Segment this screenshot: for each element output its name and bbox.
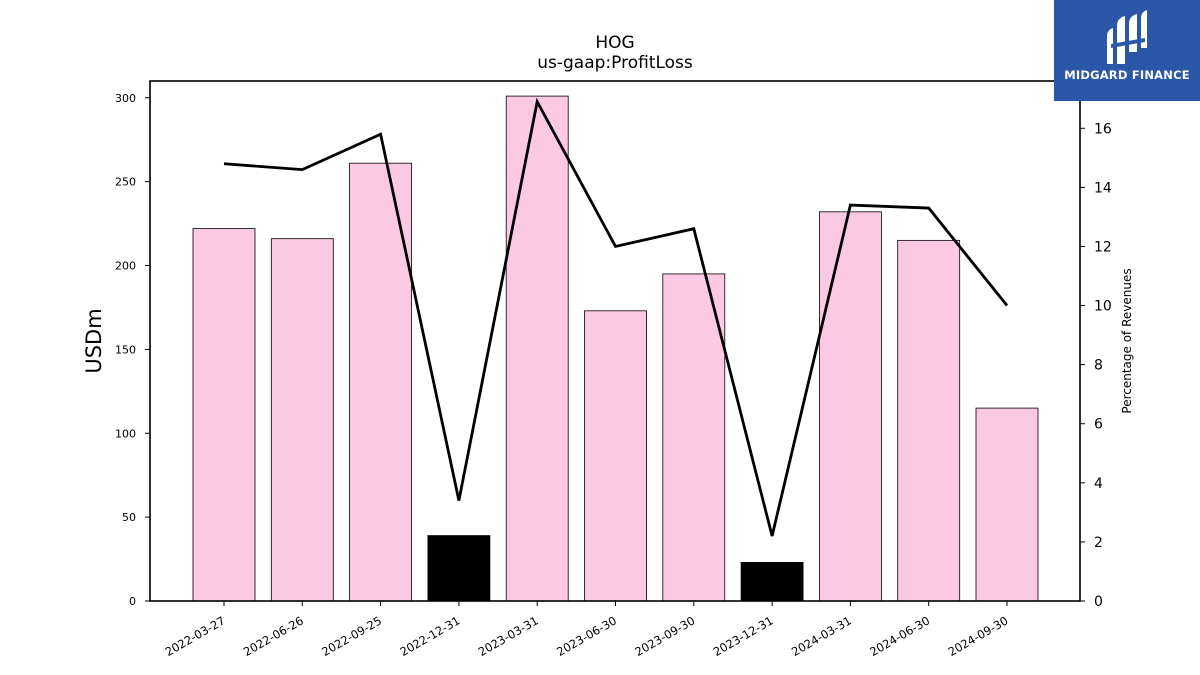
bar-2024-09-30 — [975, 407, 1039, 602]
midgard-logo-icon — [1107, 10, 1147, 64]
y-tick-label: 50 — [122, 511, 136, 524]
x-tick-label: 2022-12-31 — [398, 613, 463, 659]
y2-tick-label: 12 — [1094, 239, 1112, 255]
y2-tick-label: 0 — [1094, 594, 1103, 610]
x-tick-label: 2024-09-30 — [946, 613, 1011, 659]
y2-tick-label: 4 — [1094, 476, 1103, 492]
y2-tick-label: 6 — [1094, 417, 1103, 433]
x-tick-label: 2022-06-26 — [241, 613, 306, 659]
y2-tick-label: 14 — [1094, 180, 1112, 196]
y-tick-label: 150 — [115, 343, 136, 356]
x-tick-label: 2023-12-31 — [711, 613, 776, 659]
x-tick-label: 2024-06-30 — [867, 613, 932, 659]
brand-logo: MIDGARD FINANCE — [1054, 0, 1200, 101]
x-tick-label: 2023-06-30 — [554, 613, 619, 659]
y-tick-label: 100 — [115, 427, 136, 440]
bar-2024-03-31 — [819, 211, 882, 602]
x-tick-label: 2023-03-31 — [476, 613, 541, 659]
bar-2022-12-31 — [427, 535, 491, 602]
y-tick-label: 300 — [115, 92, 136, 105]
y2-tick-label: 16 — [1094, 121, 1112, 137]
bar-2023-12-31 — [740, 562, 804, 602]
bar-2022-06-26 — [270, 238, 334, 602]
x-tick-label: 2024-03-31 — [789, 613, 854, 659]
chart-title: HOG — [595, 33, 634, 53]
y-tick-label: 250 — [115, 176, 136, 189]
bar-2023-03-31 — [505, 95, 569, 602]
percentage-line — [223, 97, 1009, 537]
y-tick-label: 0 — [129, 595, 136, 608]
bar-2022-09-25 — [349, 162, 413, 602]
y2-tick-label: 2 — [1094, 535, 1103, 551]
chart-subtitle: us-gaap:ProfitLoss — [537, 53, 693, 73]
y2-tick-label: 10 — [1094, 299, 1112, 315]
x-tick-label: 2022-03-27 — [163, 613, 228, 659]
bars — [192, 95, 1039, 602]
y-tick-label: 200 — [115, 260, 136, 273]
bar-2024-06-30 — [897, 239, 961, 602]
bar-2022-03-27 — [192, 228, 256, 602]
brand-logo-text: MIDGARD FINANCE — [1064, 68, 1190, 82]
bar-2023-06-30 — [584, 310, 647, 602]
x-tick-label: 2023-09-30 — [632, 613, 697, 659]
y2-tick-label: 8 — [1094, 358, 1103, 374]
y2-axis-label: Percentage of Revenues — [1120, 268, 1134, 413]
y-axis-label: USDm — [82, 308, 106, 373]
x-tick-label: 2022-09-25 — [319, 613, 384, 659]
bar-2023-09-30 — [662, 273, 726, 602]
